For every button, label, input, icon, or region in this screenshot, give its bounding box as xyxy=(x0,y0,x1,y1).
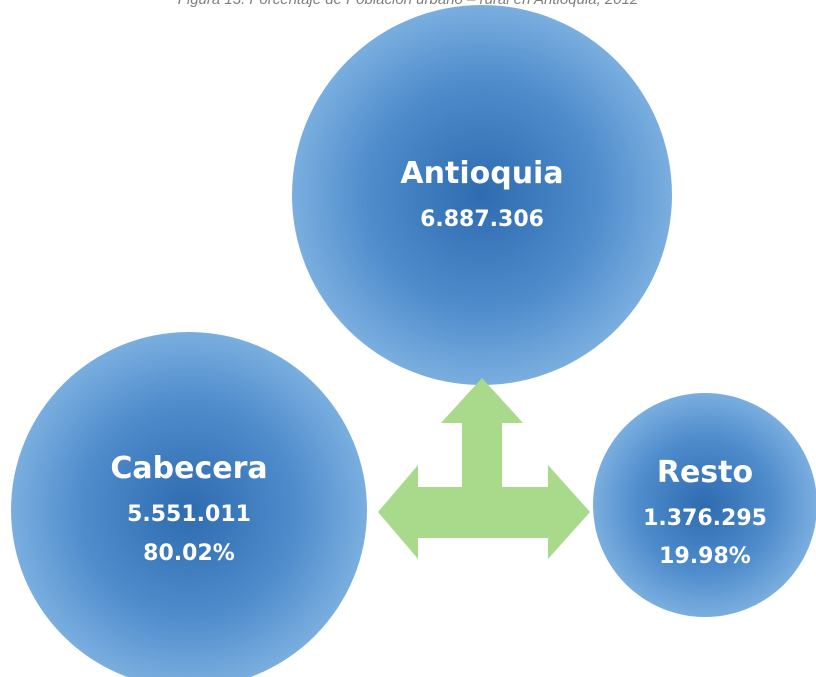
node-label: Antioquia xyxy=(400,156,563,191)
node-label: Resto xyxy=(657,455,753,490)
arrow xyxy=(378,378,590,559)
node-percent: 19.98% xyxy=(659,544,751,569)
node-value: 1.376.295 xyxy=(643,506,767,531)
node-circle xyxy=(11,332,367,677)
node-percent: 80.02% xyxy=(143,541,235,566)
node-value: 6.887.306 xyxy=(420,207,544,232)
node-label: Cabecera xyxy=(110,451,267,486)
node-circle xyxy=(593,393,816,617)
node-value: 5.551.011 xyxy=(127,502,251,527)
caption: Figura 13. Porcentaje de Población urban… xyxy=(178,0,639,8)
node-circle xyxy=(292,5,672,385)
